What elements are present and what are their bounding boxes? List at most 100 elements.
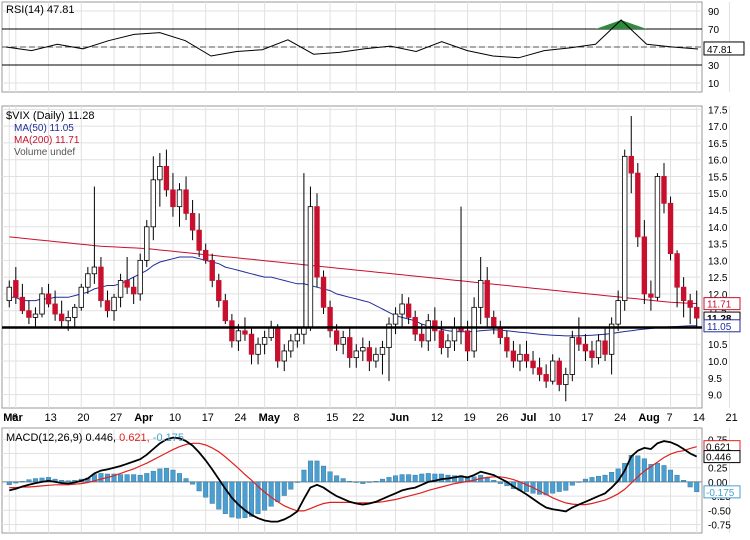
x-tick-label: 10 <box>169 412 181 424</box>
x-tick-label: 6 <box>12 412 18 424</box>
macd-histogram-bar <box>282 482 287 496</box>
macd-histogram-bar <box>328 472 333 482</box>
macd-histogram-bar <box>550 482 555 493</box>
macd-histogram-bar <box>668 470 673 482</box>
x-tick-label: 27 <box>110 412 122 424</box>
candle-down <box>577 338 582 345</box>
candle-down <box>544 374 549 381</box>
candle-down <box>537 368 542 375</box>
candle-up <box>478 280 483 307</box>
x-tick-label: May <box>259 412 281 424</box>
macd-histogram-bar <box>590 477 595 482</box>
x-tick-label: 20 <box>77 412 89 424</box>
candle-down <box>649 294 654 297</box>
candle-up <box>262 338 267 345</box>
macd-histogram-bar <box>59 480 64 482</box>
price-tick-label: 13.5 <box>708 240 728 251</box>
macd-histogram-bar <box>184 479 189 482</box>
macd-histogram-bar <box>694 482 699 492</box>
candle-down <box>164 166 169 189</box>
macd-title-signal: 0.621, <box>119 432 150 444</box>
ma200-legend: MA(200) 11.71 <box>14 135 80 146</box>
macd-histogram-bar <box>27 480 32 482</box>
macd-histogram-bar <box>315 461 320 482</box>
macd-histogram-bar <box>275 482 280 502</box>
price-tick-label: 10.5 <box>708 340 728 351</box>
macd-histogram-bar <box>688 482 693 487</box>
candle-up <box>269 327 274 337</box>
x-tick-label: 12 <box>431 412 443 424</box>
macd-histogram-bar <box>164 468 169 482</box>
macd-histogram-bar <box>655 463 660 482</box>
price-tick-label: 15.0 <box>708 189 728 200</box>
candle-down <box>216 280 221 300</box>
macd-histogram-bar <box>498 482 503 484</box>
macd-tick-label: -0.50 <box>708 506 731 517</box>
macd-title-value: 0.446, <box>85 432 116 444</box>
candle-down <box>210 260 215 280</box>
macd-title: MACD(12,26,9) 0.446, 0.621, -0.175 <box>6 432 184 444</box>
candle-down <box>190 213 195 230</box>
candle-up <box>518 354 523 361</box>
price-tick-label: 9.0 <box>708 391 722 402</box>
price-tick-label: 13.0 <box>708 256 728 267</box>
macd-histogram-bar <box>596 476 601 482</box>
macd-histogram-bar <box>419 474 424 482</box>
candle-down <box>688 301 693 308</box>
candle-up <box>138 260 143 294</box>
x-tick-label: 22 <box>352 412 364 424</box>
candle-down <box>203 250 208 260</box>
macd-histogram-bar <box>210 482 215 504</box>
macd-histogram-bar <box>583 479 588 482</box>
candle-up <box>151 180 156 227</box>
macd-histogram-bar <box>177 473 182 482</box>
macd-histogram-bar <box>439 474 444 482</box>
candle-up <box>563 374 568 384</box>
x-tick-label: 19 <box>464 412 476 424</box>
candle-down <box>249 334 254 354</box>
macd-histogram-bar <box>537 482 542 494</box>
price-tick-label: 10.0 <box>708 357 728 368</box>
x-tick-label: 10 <box>549 412 561 424</box>
volume-legend: Volume undef <box>14 147 75 158</box>
candle-down <box>642 237 647 294</box>
candle-up <box>112 297 117 310</box>
macd-histogram-bar <box>563 482 568 491</box>
candle-up <box>341 338 346 345</box>
candle-up <box>289 341 294 351</box>
candle-down <box>694 307 699 318</box>
candle-down <box>524 354 529 361</box>
candle-up <box>308 207 313 328</box>
x-tick-label: Jun <box>390 412 410 424</box>
macd-histogram-bar <box>125 475 130 482</box>
price-title: $VIX (Daily) 11.28 <box>6 110 94 122</box>
macd-histogram-bar <box>197 482 202 491</box>
candle-up <box>40 294 45 314</box>
macd-histogram-bar <box>308 461 313 482</box>
candle-down <box>439 331 444 348</box>
candle-down <box>505 338 510 351</box>
candle-up <box>570 338 575 375</box>
candle-down <box>629 156 634 173</box>
candle-down <box>675 254 680 288</box>
candle-down <box>334 331 339 344</box>
candle-down <box>406 304 411 317</box>
candle-down <box>433 321 438 331</box>
candle-up <box>295 334 300 341</box>
candle-down <box>681 287 686 300</box>
macd-histogram-bar <box>662 465 667 481</box>
candle-down <box>243 331 248 334</box>
macd-histogram-bar <box>99 473 104 482</box>
macd-histogram-bar <box>524 482 529 492</box>
macd-histogram-bar <box>151 471 156 482</box>
price-tick-label: 15.5 <box>708 172 728 183</box>
candle-down <box>511 351 516 361</box>
candle-up <box>7 287 12 300</box>
candle-up <box>452 327 457 340</box>
macd-histogram-bar <box>361 482 366 484</box>
rsi-tick-label: 30 <box>708 61 720 72</box>
candle-down <box>125 280 130 287</box>
candle-down <box>557 361 562 384</box>
x-tick-label: 17 <box>581 412 593 424</box>
candle-down <box>590 351 595 358</box>
